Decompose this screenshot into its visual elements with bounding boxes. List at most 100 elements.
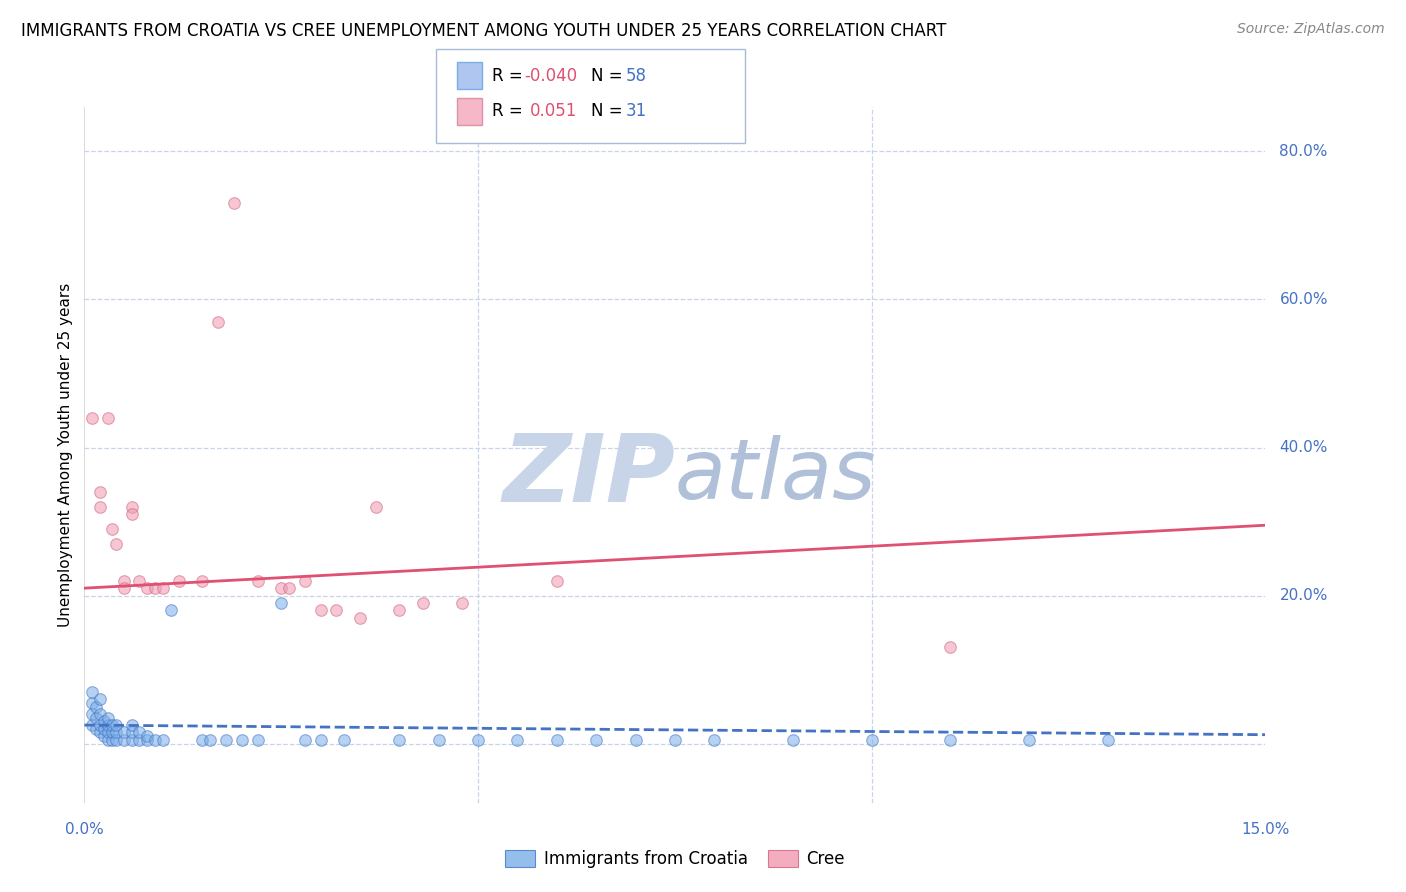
Point: [84, 722, 107, 736]
Point: [97, 718, 120, 732]
Point: [1018, 732, 1040, 747]
Text: 58: 58: [626, 67, 647, 85]
Point: [427, 732, 450, 747]
Point: [89, 718, 111, 732]
Point: [89, 706, 111, 721]
Point: [294, 732, 316, 747]
Point: [191, 574, 214, 588]
Point: [121, 725, 143, 739]
Point: [364, 500, 387, 514]
Point: [136, 729, 159, 743]
Point: [412, 596, 434, 610]
Point: [128, 574, 150, 588]
Point: [939, 640, 962, 655]
Point: [207, 315, 229, 329]
Point: [325, 603, 347, 617]
Point: [89, 500, 111, 514]
Point: [270, 581, 292, 595]
Point: [112, 574, 135, 588]
Point: [112, 725, 135, 739]
Point: [128, 725, 150, 739]
Point: [246, 574, 269, 588]
Point: [349, 611, 371, 625]
Point: [152, 581, 174, 595]
Point: [160, 603, 183, 617]
Point: [585, 732, 607, 747]
Point: [93, 729, 115, 743]
Point: [939, 732, 962, 747]
Point: [128, 732, 150, 747]
Point: [467, 732, 489, 747]
Point: [84, 699, 107, 714]
Point: [309, 732, 332, 747]
Point: [104, 718, 127, 732]
Text: 0.0%: 0.0%: [65, 822, 104, 837]
Point: [121, 507, 143, 521]
Point: [97, 711, 120, 725]
Point: [270, 596, 292, 610]
Point: [1097, 732, 1119, 747]
Point: [82, 411, 104, 425]
Point: [89, 725, 111, 739]
Point: [82, 718, 104, 732]
Point: [136, 732, 159, 747]
Text: 20.0%: 20.0%: [1279, 588, 1327, 603]
Point: [782, 732, 804, 747]
Point: [664, 732, 686, 747]
Point: [215, 732, 238, 747]
Text: N =: N =: [591, 103, 627, 120]
Point: [546, 732, 568, 747]
Text: 40.0%: 40.0%: [1279, 440, 1327, 455]
Point: [191, 732, 214, 747]
Text: 31: 31: [626, 103, 647, 120]
Point: [309, 603, 332, 617]
Legend: Immigrants from Croatia, Cree: Immigrants from Croatia, Cree: [499, 843, 851, 874]
Point: [388, 603, 411, 617]
Point: [624, 732, 647, 747]
Text: 60.0%: 60.0%: [1279, 292, 1327, 307]
Point: [152, 732, 174, 747]
Point: [333, 732, 356, 747]
Point: [112, 581, 135, 595]
Point: [82, 685, 104, 699]
Point: [121, 500, 143, 514]
Point: [143, 732, 166, 747]
Point: [200, 732, 222, 747]
Point: [112, 732, 135, 747]
Point: [388, 732, 411, 747]
Point: [101, 725, 124, 739]
Text: Source: ZipAtlas.com: Source: ZipAtlas.com: [1237, 22, 1385, 37]
Point: [101, 718, 124, 732]
Point: [97, 411, 120, 425]
Y-axis label: Unemployment Among Youth under 25 years: Unemployment Among Youth under 25 years: [58, 283, 73, 627]
Text: -0.040: -0.040: [524, 67, 578, 85]
Point: [506, 732, 529, 747]
Point: [97, 725, 120, 739]
Point: [82, 696, 104, 710]
Point: [121, 718, 143, 732]
Text: ZIP: ZIP: [502, 430, 675, 522]
Point: [93, 722, 115, 736]
Point: [167, 574, 190, 588]
Point: [246, 732, 269, 747]
Text: N =: N =: [591, 67, 627, 85]
Point: [546, 574, 568, 588]
Point: [101, 522, 124, 536]
Point: [93, 714, 115, 729]
Point: [121, 732, 143, 747]
Point: [104, 725, 127, 739]
Point: [82, 706, 104, 721]
Point: [104, 537, 127, 551]
Point: [101, 732, 124, 747]
Text: 80.0%: 80.0%: [1279, 144, 1327, 159]
Text: atlas: atlas: [675, 435, 876, 516]
Point: [89, 692, 111, 706]
Text: R =: R =: [492, 67, 529, 85]
Point: [89, 484, 111, 499]
Point: [294, 574, 316, 588]
Text: 15.0%: 15.0%: [1241, 822, 1289, 837]
Point: [143, 581, 166, 595]
Point: [278, 581, 301, 595]
Point: [84, 711, 107, 725]
Point: [104, 732, 127, 747]
